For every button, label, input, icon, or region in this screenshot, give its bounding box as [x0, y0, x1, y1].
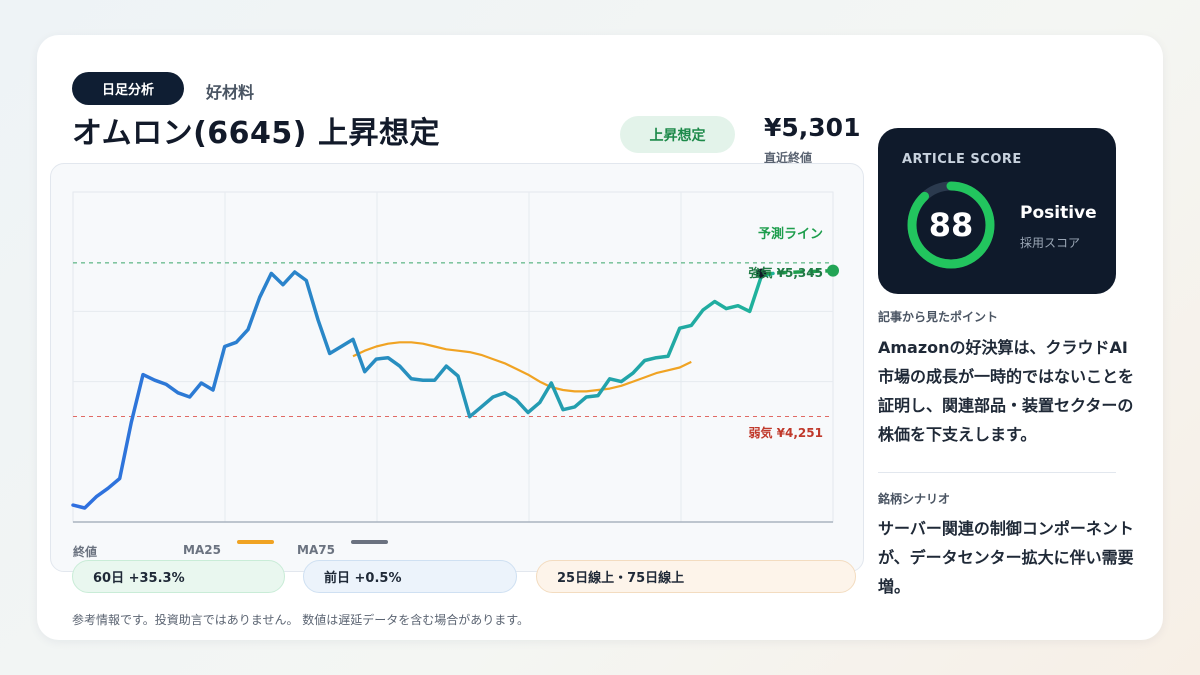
stat-1d-change: 前日 +0.5% [303, 560, 517, 593]
points-body: Amazonの好決算は、クラウドAI市場の成長が一時的ではないことを証明し、関連… [878, 338, 1135, 444]
stat-60d-change: 60日 +35.3% [72, 560, 285, 593]
score-title: ARTICLE SCORE [902, 152, 1022, 167]
score-sublabel: 採用スコア [1020, 236, 1081, 250]
latest-price: ¥5,301 [764, 113, 861, 142]
forecast-start-dot [756, 268, 767, 279]
score-value: 88 [928, 206, 974, 244]
page-title: オムロン(6645) 上昇想定 [72, 116, 440, 151]
bull-label: 強気 ¥5,345 [749, 265, 824, 280]
legend-ma75-label: MA75 [297, 543, 335, 557]
legend-ma25-label: MA25 [183, 543, 221, 557]
score-ring [907, 181, 995, 269]
forecast-end-dot [827, 264, 839, 277]
latest-price-label: 直近終値 [764, 151, 813, 163]
article-score-card: ARTICLE SCORE 88 Positive 採用スコア [878, 128, 1116, 294]
scenario-heading: 銘柄シナリオ [878, 492, 951, 506]
legend-close-label: 終値 [73, 545, 98, 559]
forecast-label: 予測ライン [758, 226, 823, 242]
stat-ma-trend: 25日線上・75日線上 [536, 560, 856, 593]
bear-label: 弱気 ¥4,251 [749, 425, 824, 440]
sentiment-subtag: 好材料 [206, 83, 255, 102]
disclaimer: 参考情報です。投資助言ではありません。 数値は遅延データを含む場合があります。 [72, 613, 530, 627]
plot-frame [72, 191, 834, 523]
scenario-body: サーバー関連の制御コンポーネントが、データセンター拡大に伴い需要増。 [878, 519, 1134, 596]
points-heading: 記事から見たポイント [878, 310, 999, 324]
price-chart-panel: 予測ライン強気 ¥5,345 弱気 ¥4,251 終値 MA25 MA75 [50, 163, 864, 572]
outlook-badge: 上昇想定 [620, 116, 735, 153]
score-label: Positive [1020, 203, 1097, 223]
timeframe-tag: 日足分析 [72, 72, 184, 105]
section-divider [878, 472, 1116, 473]
ma25-line [352, 341, 692, 393]
forecast-line [761, 268, 834, 276]
close-line [71, 270, 775, 510]
